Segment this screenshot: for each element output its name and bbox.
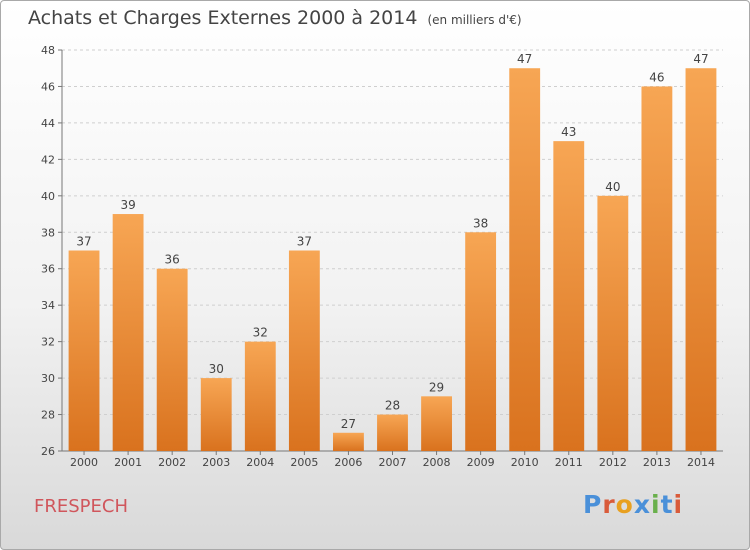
brand-letter: t: [660, 490, 674, 519]
y-tick-label: 30: [41, 372, 55, 385]
y-tick-label: 42: [41, 153, 55, 166]
x-tick-label: 2010: [511, 456, 539, 469]
x-tick-label: 2011: [555, 456, 583, 469]
bar-2006: [333, 432, 364, 451]
bar-value-label: 47: [517, 52, 532, 66]
bar-2014: [685, 68, 717, 452]
brand-letter: o: [615, 490, 634, 519]
bar-2012: [597, 195, 629, 451]
x-tick-label: 2013: [643, 456, 671, 469]
x-tick-label: 2012: [599, 456, 627, 469]
x-tick-label: 2000: [70, 456, 98, 469]
bar-2009: [465, 232, 497, 451]
bar-2005: [288, 250, 320, 451]
bar-layer: [68, 68, 717, 452]
y-tick-label: 36: [41, 263, 55, 276]
bar-2000: [68, 250, 100, 451]
bar-value-label: 32: [253, 326, 268, 340]
bar-2013: [641, 86, 673, 452]
y-tick-label: 34: [41, 299, 55, 312]
x-tick-label: 2001: [114, 456, 142, 469]
bar-value-label: 38: [473, 216, 488, 230]
bar-value-label: 30: [209, 362, 224, 376]
bar-2010: [509, 68, 541, 452]
bar-2001: [112, 214, 144, 451]
y-tick-label: 38: [41, 226, 55, 239]
chart-unit: (en milliers d'€): [427, 13, 522, 27]
x-tick-label: 2008: [423, 456, 451, 469]
brand-letter: i: [673, 490, 684, 519]
bar-value-label: 37: [297, 235, 312, 249]
x-tick-label: 2009: [467, 456, 495, 469]
bar-2007: [377, 414, 408, 451]
bar-2008: [421, 396, 452, 451]
y-tick-label: 48: [41, 44, 55, 57]
bar-2002: [156, 268, 188, 451]
brand-letter: x: [633, 490, 651, 519]
brand-logo: Proxiti: [583, 490, 683, 519]
y-tick-label: 32: [41, 336, 55, 349]
bar-value-label: 36: [165, 253, 180, 267]
commune-name: FRESPECH: [34, 496, 128, 517]
bar-value-label: 27: [341, 417, 356, 431]
label-layer: 37 2000 39 2001 36 2002 30 2003 32 2004 37 2005 27 20…: [70, 52, 715, 469]
y-tick-label: 26: [41, 445, 55, 458]
bar-2004: [244, 341, 276, 451]
x-tick-label: 2007: [379, 456, 407, 469]
bar-value-label: 47: [693, 52, 708, 66]
chart-title: Achats et Charges Externes 2000 à 2014 (e…: [28, 7, 522, 29]
y-tick-label: 46: [41, 80, 55, 93]
bar-2003: [200, 378, 232, 451]
bar-value-label: 28: [385, 399, 400, 413]
bar-value-label: 39: [120, 198, 135, 212]
y-tick-label: 44: [41, 117, 55, 130]
brand-letter: r: [602, 490, 616, 519]
x-tick-label: 2002: [158, 456, 186, 469]
bar-value-label: 43: [561, 125, 576, 139]
chart-title-text: Achats et Charges Externes 2000 à 2014: [28, 7, 418, 29]
brand-letter: P: [583, 490, 603, 519]
bar-value-label: 40: [605, 180, 620, 194]
x-tick-label: 2006: [334, 456, 362, 469]
x-tick-label: 2004: [246, 456, 274, 469]
brand-letter: i: [651, 490, 661, 519]
bar-value-label: 37: [76, 235, 91, 249]
y-tick-label: 28: [41, 409, 55, 422]
y-tick-label: 40: [41, 190, 55, 203]
bar-value-label: 46: [649, 70, 664, 84]
x-tick-label: 2014: [687, 456, 715, 469]
bar-value-label: 29: [429, 380, 444, 394]
x-tick-label: 2005: [290, 456, 318, 469]
x-tick-label: 2003: [202, 456, 230, 469]
bar-2011: [553, 141, 585, 452]
